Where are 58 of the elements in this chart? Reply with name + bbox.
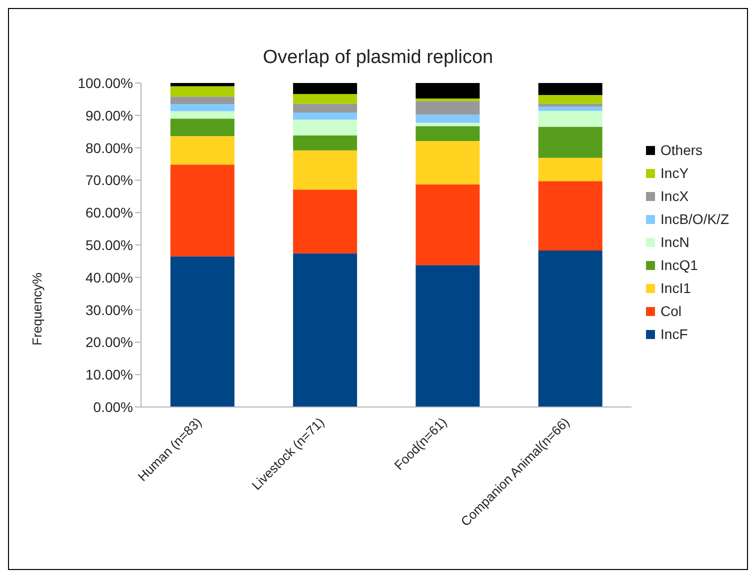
y-tick-label: 20.00% [86,334,133,350]
legend-label: IncN [660,234,690,250]
bar [170,164,234,256]
bar [416,83,480,99]
bar [293,104,358,112]
bar [170,96,234,104]
bar [538,158,602,182]
bar [170,136,234,165]
bar [416,122,480,126]
y-tick-label: 0.00% [93,398,133,415]
bar [293,150,358,190]
bar [293,112,358,120]
bar [538,104,602,107]
legend-label: Col [660,303,682,319]
bar [538,181,602,251]
bar [170,256,234,407]
bar [538,94,602,104]
legend-label: Others [660,142,703,158]
bar [293,190,358,254]
bar [293,94,358,104]
bar [538,250,602,407]
bar [416,265,480,407]
bar [293,83,358,94]
bar [170,111,234,119]
y-tick-label: 80.00% [86,140,133,156]
bar [416,140,480,184]
bar [416,114,480,123]
y-tick-label: 60.00% [86,204,133,221]
y-tick-label: 10.00% [86,366,133,383]
legend-label: IncB/O/K/Z [660,211,729,227]
legend-label: IncX [660,188,689,204]
legend-label: IncI1 [660,280,691,296]
y-tick-label: 30.00% [86,302,133,318]
bar [538,110,602,127]
bar [293,135,358,150]
bar [538,106,602,111]
y-tick-label: 100.00% [78,74,133,91]
bar [538,126,602,158]
bar [293,120,358,136]
y-tick-label: 90.00% [86,107,133,124]
bar [170,118,234,136]
bar [416,126,480,141]
bar [416,98,480,102]
legend-label: IncQ1 [660,257,698,273]
y-tick-label: 50.00% [86,236,133,253]
bar [170,104,234,112]
y-tick-label: 70.00% [86,172,133,188]
bar [416,101,480,115]
bar [416,184,480,266]
bar [170,86,234,97]
legend-label: IncF [660,326,688,342]
y-tick-label: 40.00% [86,269,133,286]
bar [538,83,602,95]
y-axis-title: Frequency% [30,272,44,346]
chart-title: Overlap of plasmid replicon [262,47,494,69]
legend-label: IncY [660,165,689,181]
bar [170,83,234,86]
bar [293,253,358,407]
